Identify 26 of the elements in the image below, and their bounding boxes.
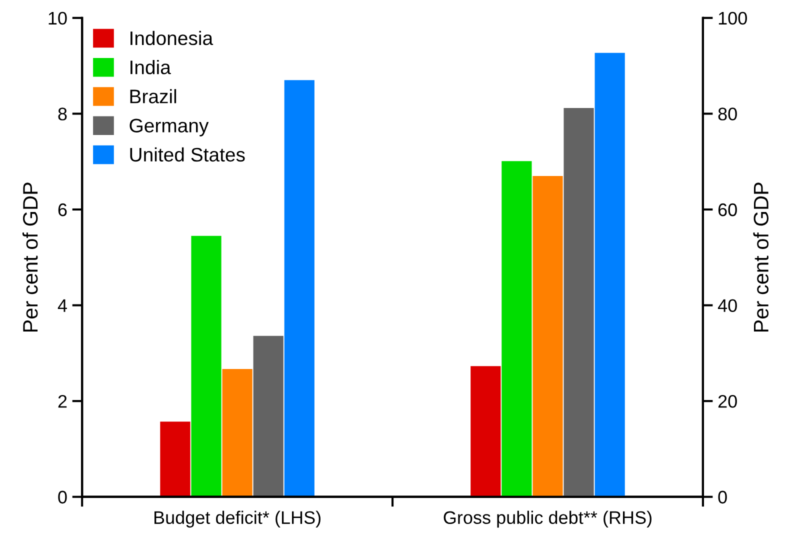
y2-tick-label: 60 xyxy=(718,203,737,216)
bar xyxy=(284,80,314,497)
x-tick-label: Budget deficit* (LHS) xyxy=(154,510,320,528)
legend-label: United States xyxy=(130,147,245,162)
y-tick-label: 2 xyxy=(58,394,67,408)
y2-axis-title: Per cent of GDP xyxy=(753,182,769,332)
y-tick-label: 6 xyxy=(58,203,67,216)
bar xyxy=(191,236,222,497)
y-tick-label: 8 xyxy=(58,108,67,120)
y2-tick-label: 20 xyxy=(718,394,737,408)
legend-label: Brazil xyxy=(130,89,176,104)
y2-tick-label: 40 xyxy=(718,299,737,312)
y2-tick-label: 100 xyxy=(718,12,747,25)
y2-tick-label: 80 xyxy=(718,108,737,120)
y-tick-label: 0 xyxy=(58,490,67,504)
y-tick-label: 4 xyxy=(58,299,67,312)
y-tick-label: 10 xyxy=(48,12,67,25)
y-axis-title: Per cent of GDP xyxy=(22,182,38,332)
x-tick-label: Gross public debt** (RHS) xyxy=(444,510,652,528)
legend-label: Indonesia xyxy=(130,30,214,46)
bar xyxy=(160,422,190,497)
bar xyxy=(222,368,252,497)
legend-label: India xyxy=(130,60,171,74)
legend-label: Germany xyxy=(130,118,209,136)
y2-tick-label: 0 xyxy=(718,490,727,504)
bar xyxy=(253,336,284,497)
